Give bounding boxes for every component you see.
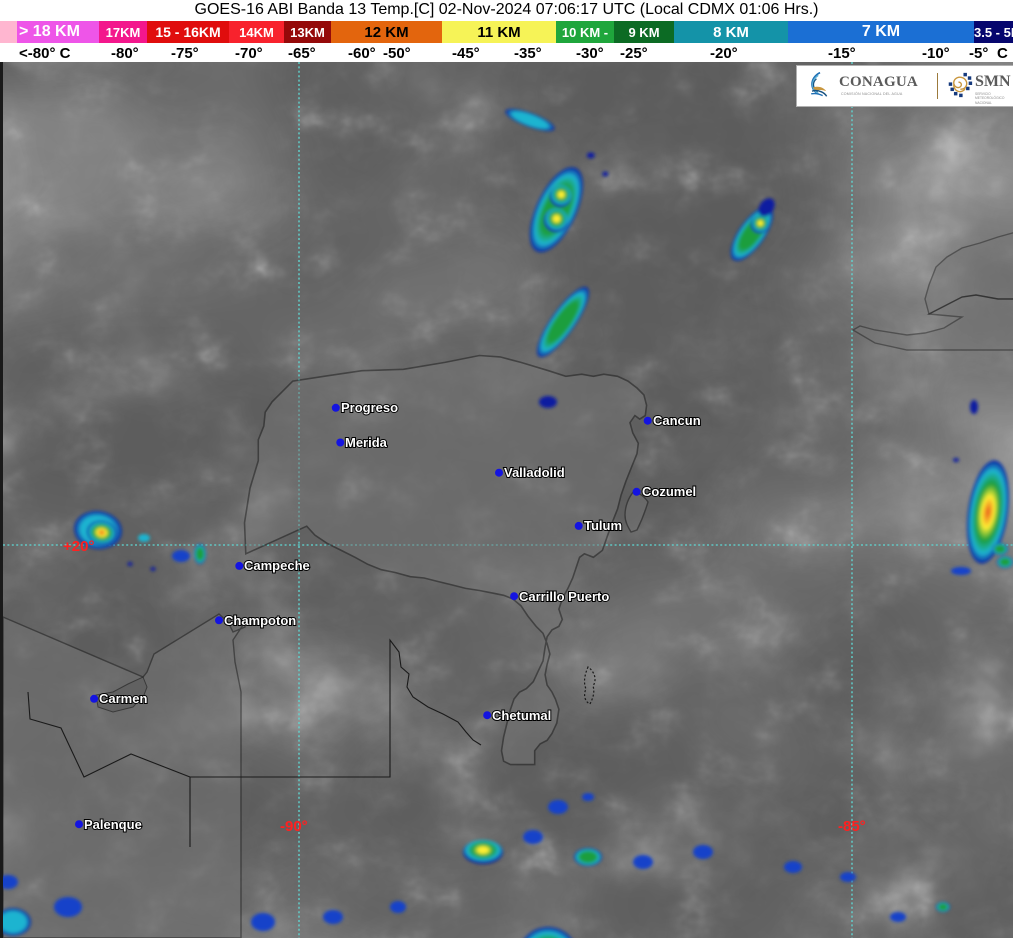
svg-text:Cozumel: Cozumel — [642, 484, 696, 499]
svg-text:Tulum: Tulum — [584, 518, 622, 533]
svg-text:Progreso: Progreso — [341, 400, 398, 415]
svg-text:+20°: +20° — [63, 538, 94, 555]
svg-text:Carrillo Puerto: Carrillo Puerto — [519, 589, 609, 604]
svg-text:Champoton: Champoton — [224, 613, 296, 628]
svg-text:Carmen: Carmen — [99, 691, 147, 706]
svg-text:Valladolid: Valladolid — [504, 465, 565, 480]
svg-text:Campeche: Campeche — [244, 558, 310, 573]
svg-text:Palenque: Palenque — [84, 817, 142, 832]
svg-text:Cancun: Cancun — [653, 413, 701, 428]
svg-text:Chetumal: Chetumal — [492, 708, 551, 723]
svg-text:-90°: -90° — [280, 818, 308, 835]
svg-text:Merida: Merida — [345, 435, 388, 450]
svg-text:-85°: -85° — [838, 818, 866, 835]
